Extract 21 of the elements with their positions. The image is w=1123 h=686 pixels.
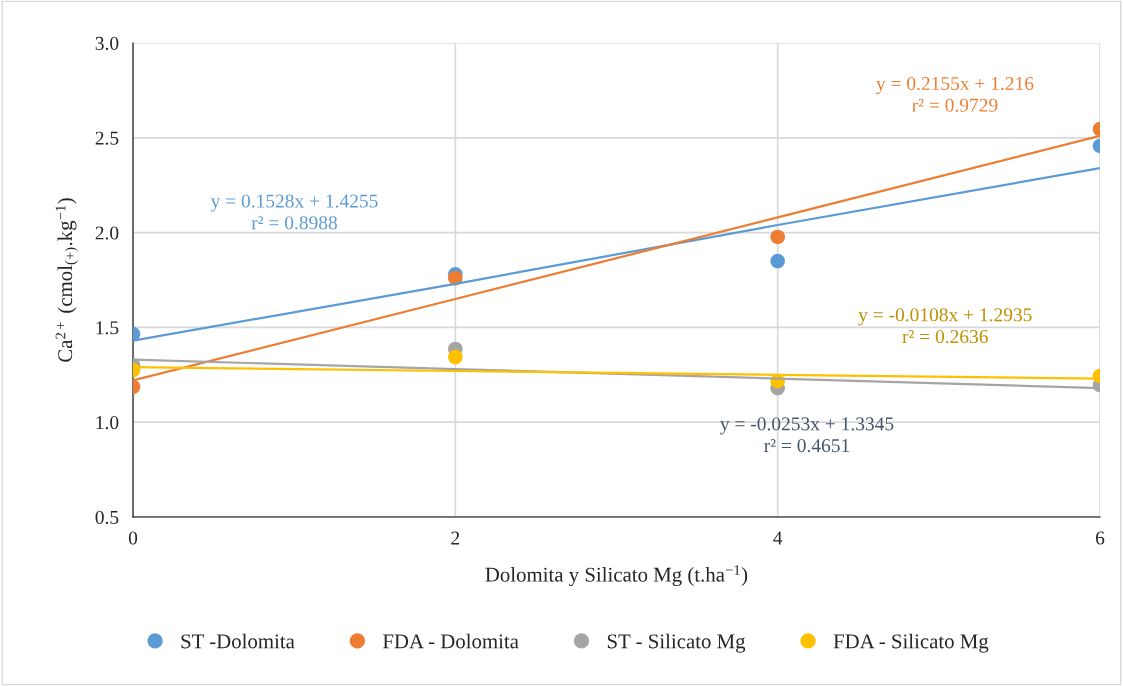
x-axis-title: Dolomita y Silicato Mg (t.ha$^{−1}$) xyxy=(485,565,748,587)
y-tick-label: 0.5 xyxy=(95,510,119,525)
x-tick-label: 6 xyxy=(1095,531,1105,545)
annotation: y = 0.1528x + 1.4255 r² = 0.8988 xyxy=(210,194,378,230)
y-tick-label: 1.0 xyxy=(96,416,119,430)
legend-label: FDA - Silicato Mg xyxy=(833,633,989,653)
y-tick-label: 3.0 xyxy=(95,36,119,51)
y-axis-title: Ca$^{2+}$ (cmol$_{(+)}$.kg$^{−1}$) xyxy=(55,198,78,362)
annotation: y = 0.2155x + 1.216 r² = 0.9729 xyxy=(876,76,1034,112)
x-tick-label: 4 xyxy=(773,531,783,545)
x-tick-label: 2 xyxy=(451,531,460,545)
legend-label: ST - Silicato Mg xyxy=(607,633,746,653)
y-tick-label: 2.0 xyxy=(95,226,119,240)
x-tick-label: 0 xyxy=(128,531,138,545)
legend-label: FDA - Dolomita xyxy=(382,633,519,649)
y-tick-label: 2.5 xyxy=(95,131,119,145)
line-series xyxy=(133,167,1100,342)
annotation: y = -0.0253x + 1.3345 r² = 0.4651 xyxy=(720,417,894,453)
legend-label: ST -Dolomita xyxy=(181,633,295,649)
annotation: y = -0.0108x + 1.2935 r² = 0.2636 xyxy=(858,308,1032,344)
y-tick-label: 1.5 xyxy=(96,321,119,335)
